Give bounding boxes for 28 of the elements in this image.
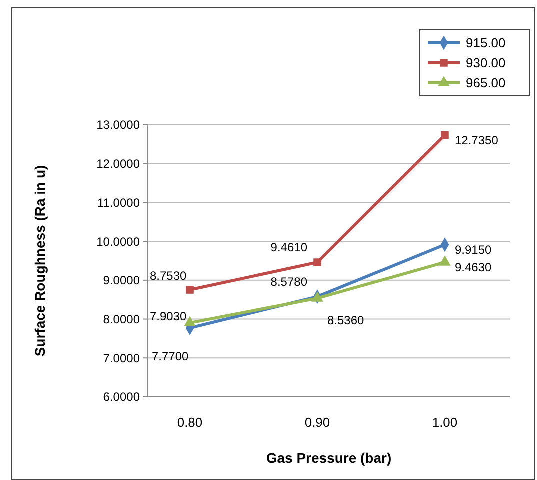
data-label: 8.7530 <box>150 269 188 284</box>
data-label: 7.9030 <box>150 309 188 324</box>
data-label: 12.7350 <box>455 133 499 148</box>
data-label: 9.9150 <box>455 243 492 258</box>
point <box>441 131 449 140</box>
legend-label: 915.00 <box>466 36 506 51</box>
legend-label: 965.00 <box>466 76 506 91</box>
y-tick-label: 6.0000 <box>103 390 140 404</box>
y-axis-title: Surface Roughness (Ra in u) <box>32 165 48 357</box>
data-label: 7.7700 <box>152 349 190 364</box>
y-tick-label: 11.0000 <box>98 196 140 210</box>
y-tick-label: 7.0000 <box>103 351 140 366</box>
y-tick-label: 13.0000 <box>96 118 140 132</box>
y-tick-label: 10.0000 <box>96 234 140 249</box>
x-tick-label: 0.80 <box>177 415 203 430</box>
y-tick-label: 9.0000 <box>103 274 140 288</box>
x-tick-label: 1.00 <box>432 415 458 430</box>
data-label: 8.5780 <box>270 275 308 290</box>
x-axis-title: Gas Pressure (bar) <box>266 450 392 466</box>
x-tick-label: 0.90 <box>304 415 330 430</box>
y-tick-label: 8.0000 <box>103 312 140 326</box>
point <box>186 286 194 294</box>
data-label: 8.5360 <box>328 314 365 328</box>
data-label: 9.4630 <box>455 260 492 275</box>
data-label: 9.4610 <box>270 240 308 255</box>
legend-label: 930.00 <box>466 56 506 71</box>
y-tick-label: 12.0000 <box>96 157 140 172</box>
point <box>314 258 322 266</box>
